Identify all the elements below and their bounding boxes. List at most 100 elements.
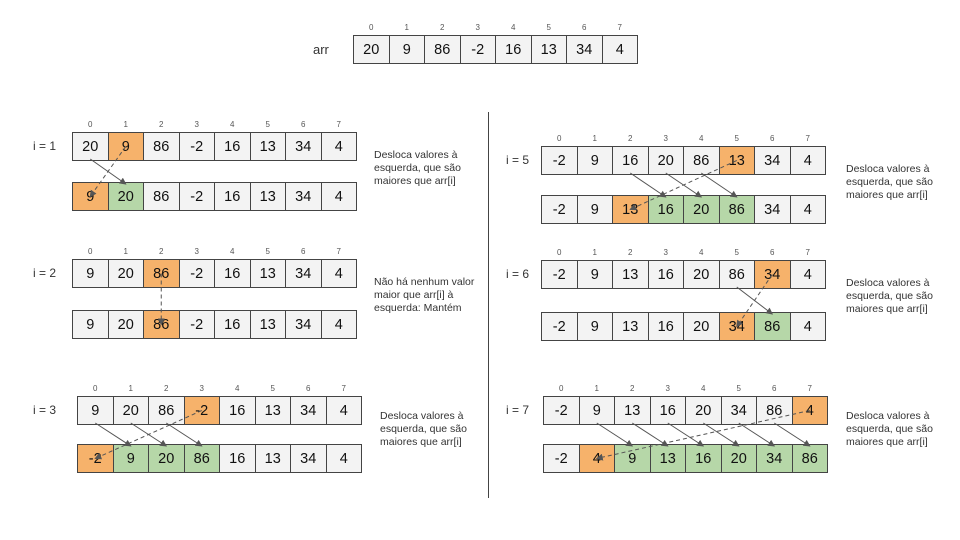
array-cell: -2 <box>178 259 215 288</box>
array-cell: 4 <box>320 310 357 339</box>
index-label: 4 <box>699 134 704 143</box>
shift-arrow <box>596 422 634 447</box>
index-label: 1 <box>592 248 597 257</box>
array-cell: 86 <box>718 260 755 289</box>
array-cell: 9 <box>576 260 613 289</box>
array-cell: 9 <box>576 195 613 224</box>
array-cell: 13 <box>249 310 286 339</box>
step-note: Desloca valores à esquerda, que são maio… <box>846 277 933 315</box>
index-label: 1 <box>123 120 128 129</box>
step-label: i = 5 <box>506 153 530 167</box>
step-label: i = 2 <box>33 266 57 280</box>
step-note: Não há nenhum valor maior que arr[i] à e… <box>374 276 475 314</box>
column-divider <box>488 112 489 498</box>
array-cell: 16 <box>214 182 251 211</box>
array-cell: -2 <box>543 444 580 473</box>
index-label: 0 <box>557 134 562 143</box>
index-label: 4 <box>230 247 235 256</box>
array-cell: 4 <box>601 35 638 64</box>
array-cell: 20 <box>683 260 720 289</box>
array-cell: 34 <box>754 195 791 224</box>
index-label: 2 <box>628 248 633 257</box>
index-label: 7 <box>805 134 810 143</box>
array-cell: 16 <box>649 396 686 425</box>
array-cell: 20 <box>353 35 390 64</box>
array-cell: 13 <box>612 260 649 289</box>
array-cell: 4 <box>325 444 362 473</box>
array-cell: -2 <box>541 312 578 341</box>
shift-arrow <box>667 422 705 447</box>
top-array-label: arr <box>313 42 329 57</box>
array-cell: 20 <box>107 310 144 339</box>
shift-arrow <box>738 422 776 447</box>
array-cell: 86 <box>756 396 793 425</box>
array-before: 20 9 86 -2 16 13 34 4 <box>72 132 357 161</box>
array-cell: 20 <box>685 396 722 425</box>
array-after: -2 4 9 13 16 20 34 86 <box>543 444 828 473</box>
index-label: 2 <box>164 384 169 393</box>
array-cell: -2 <box>178 182 215 211</box>
array-cell: 34 <box>290 444 327 473</box>
index-label: 1 <box>128 384 133 393</box>
array-cell: 16 <box>214 132 251 161</box>
array-cell: 4 <box>320 182 357 211</box>
index-label: 0 <box>557 248 562 257</box>
shift-arrow <box>165 422 203 447</box>
array-cell: 16 <box>214 259 251 288</box>
index-label: 5 <box>546 23 551 32</box>
array-cell: 16 <box>647 260 684 289</box>
insert-arrow <box>629 160 737 211</box>
array-cell: 9 <box>576 146 613 175</box>
index-row: 0 1 2 3 4 5 6 7 <box>543 384 828 393</box>
index-label: 6 <box>770 134 775 143</box>
index-label: 1 <box>594 384 599 393</box>
index-label: 0 <box>369 23 374 32</box>
index-label: 0 <box>93 384 98 393</box>
array-after: -2 9 20 86 16 13 34 4 <box>77 444 362 473</box>
shift-arrow <box>773 422 811 447</box>
step-label: i = 7 <box>506 403 530 417</box>
array-cell: 13 <box>254 396 291 425</box>
index-label: 6 <box>301 120 306 129</box>
array-cell: 4 <box>789 195 826 224</box>
index-label: 7 <box>617 23 622 32</box>
index-label: 6 <box>772 384 777 393</box>
array-cell: 9 <box>77 396 114 425</box>
index-label: 3 <box>194 247 199 256</box>
array-cell: 86 <box>683 146 720 175</box>
index-label: 3 <box>665 384 670 393</box>
array-cell: 20 <box>112 396 149 425</box>
index-row: 0 1 2 3 4 5 6 7 <box>77 384 362 393</box>
array-cell: 34 <box>285 310 322 339</box>
shift-arrow <box>629 172 667 198</box>
index-label: 2 <box>628 134 633 143</box>
array-after: -2 9 13 16 20 86 34 4 <box>541 195 826 224</box>
array-before: 9 20 86 -2 16 13 34 4 <box>72 259 357 288</box>
insert-arrow <box>736 274 773 328</box>
top-array: 20 9 86 -2 16 13 34 4 <box>353 35 638 64</box>
insert-arrow <box>94 410 202 460</box>
index-label: 5 <box>734 134 739 143</box>
index-label: 5 <box>265 120 270 129</box>
index-label: 6 <box>770 248 775 257</box>
index-label: 7 <box>805 248 810 257</box>
index-label: 3 <box>663 248 668 257</box>
array-cell: 20 <box>107 259 144 288</box>
index-label: 1 <box>404 23 409 32</box>
array-cell: 4 <box>789 146 826 175</box>
array-cell: 9 <box>72 259 109 288</box>
index-label: 4 <box>235 384 240 393</box>
array-cell: 13 <box>249 182 286 211</box>
shift-arrow <box>700 172 738 198</box>
step-label: i = 1 <box>33 139 57 153</box>
shifted-cell: 86 <box>791 444 828 473</box>
array-cell: 16 <box>647 312 684 341</box>
index-label: 1 <box>592 134 597 143</box>
array-cell: 9 <box>72 310 109 339</box>
array-cell: 13 <box>249 132 286 161</box>
index-label: 2 <box>159 120 164 129</box>
index-row: 0 1 2 3 4 5 6 7 <box>541 134 826 143</box>
index-label: 3 <box>199 384 204 393</box>
step-note: Desloca valores à esquerda, que são maio… <box>374 149 461 187</box>
array-cell: 20 <box>72 132 109 161</box>
